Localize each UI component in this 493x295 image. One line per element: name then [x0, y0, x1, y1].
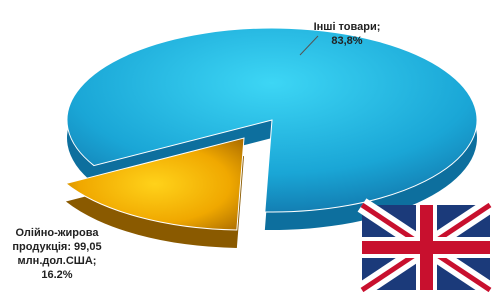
uk-flag	[362, 205, 490, 290]
page: Інші товари; 83,8% Олійно-жирова продукц…	[0, 0, 493, 295]
value-label: 16.2%	[2, 268, 112, 282]
category-label: Олійно-жирова продукція: 99,05 млн.дол.С…	[2, 226, 112, 268]
value-label: 83,8%	[302, 34, 392, 48]
category-label: Інші товари;	[302, 20, 392, 34]
slice-label: Олійно-жирова продукція: 99,05 млн.дол.С…	[2, 226, 112, 282]
slice-label: Інші товари; 83,8%	[302, 20, 392, 48]
